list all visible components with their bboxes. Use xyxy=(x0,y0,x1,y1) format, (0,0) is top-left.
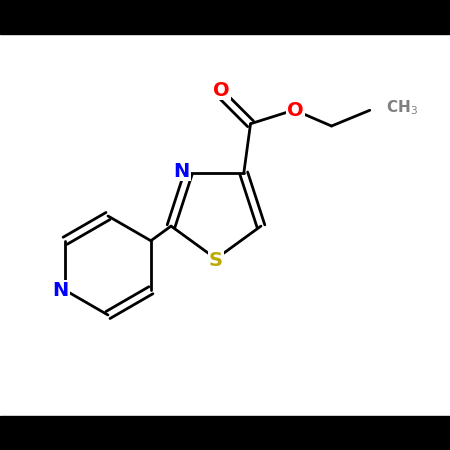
Bar xyxy=(0,0,450,34)
Bar xyxy=(0,416,450,450)
Text: CH$_3$: CH$_3$ xyxy=(386,99,418,117)
Text: N: N xyxy=(173,162,189,180)
Text: O: O xyxy=(287,101,304,120)
Text: O: O xyxy=(213,81,230,99)
Text: N: N xyxy=(53,281,69,300)
Text: S: S xyxy=(209,252,223,270)
